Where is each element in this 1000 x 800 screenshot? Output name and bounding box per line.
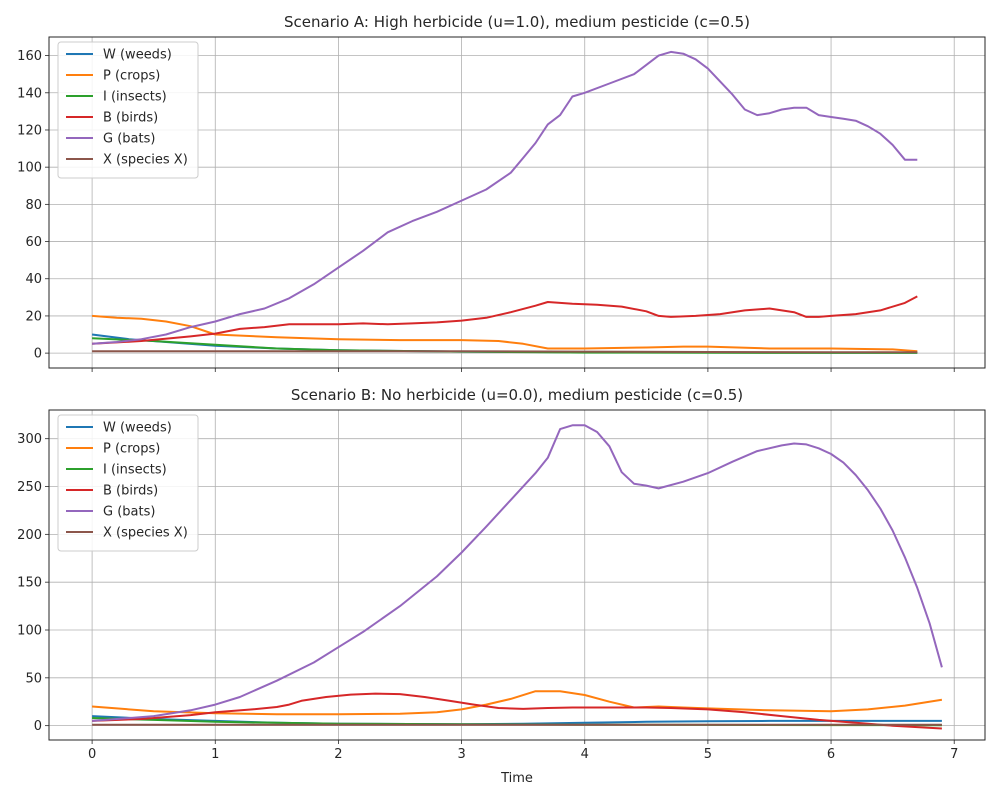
y-tick-label: 160: [17, 49, 42, 64]
y-tick-label: 60: [25, 235, 42, 250]
panel-scenario-b: Scenario B: No herbicide (u=0.0), medium…: [17, 386, 986, 786]
series-line-g: [92, 424, 943, 722]
y-tick-label: 140: [17, 86, 42, 101]
x-tick-label: 0: [88, 747, 96, 762]
y-tick-label: 80: [25, 198, 42, 213]
x-tick-label: 7: [950, 747, 958, 762]
y-tick-label: 120: [17, 123, 42, 138]
legend-label: I (insects): [103, 90, 167, 105]
plot-frame-scenario-b: [48, 409, 986, 741]
y-tick-label: 50: [25, 671, 42, 686]
legend-label: X (species X): [103, 153, 188, 168]
legend-label: G (bats): [103, 505, 155, 520]
legend-label: B (birds): [103, 111, 158, 126]
series-line-b: [92, 295, 918, 345]
y-tick-label: 0: [34, 347, 42, 362]
legend-label: I (insects): [103, 463, 167, 478]
x-axis-label: Time: [500, 771, 533, 786]
x-tick-label: 5: [704, 747, 712, 762]
y-tick-label: 250: [17, 480, 42, 495]
series-line-p: [92, 314, 918, 353]
y-tick-label: 100: [17, 624, 42, 639]
series-line-p: [92, 690, 943, 716]
y-tick-label: 150: [17, 576, 42, 591]
legend-label: B (birds): [103, 484, 158, 499]
y-tick-label: 200: [17, 528, 42, 543]
x-tick-label: 4: [581, 747, 589, 762]
legend-label: W (weeds): [103, 48, 172, 63]
legend-label: X (species X): [103, 526, 188, 541]
legend-label: P (crops): [103, 442, 160, 457]
series-line-x: [92, 350, 918, 354]
y-tick-label: 20: [25, 309, 42, 324]
chart-title-scenario-b: Scenario B: No herbicide (u=0.0), medium…: [291, 386, 743, 404]
panel-scenario-a: Scenario A: High herbicide (u=1.0), medi…: [17, 13, 986, 372]
legend-label: G (bats): [103, 132, 155, 147]
x-tick-label: 1: [211, 747, 219, 762]
y-tick-label: 0: [34, 719, 42, 734]
y-tick-label: 100: [17, 161, 42, 176]
x-tick-label: 3: [457, 747, 465, 762]
legend-label: W (weeds): [103, 421, 172, 436]
series-line-b: [92, 692, 942, 730]
chart-title-scenario-a: Scenario A: High herbicide (u=1.0), medi…: [284, 13, 750, 31]
x-tick-label: 6: [827, 747, 835, 762]
plot-frame-scenario-a: [48, 36, 986, 369]
series-line-g: [92, 50, 918, 345]
x-tick-label: 2: [334, 747, 342, 762]
legend-label: P (crops): [103, 69, 160, 84]
y-tick-label: 40: [25, 272, 42, 287]
y-tick-label: 300: [17, 432, 42, 447]
